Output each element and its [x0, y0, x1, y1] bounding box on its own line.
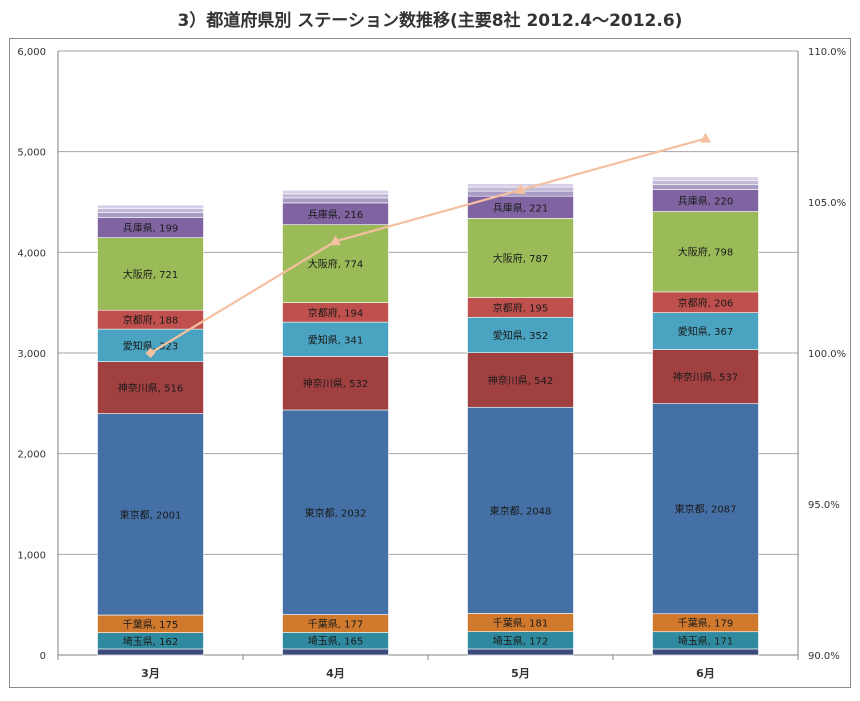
ratio-marker [145, 348, 156, 358]
bars: 埼玉県, 162 千葉県, 175 東京都, 2001 神奈川県, 516 愛知県, 3… [97, 176, 759, 656]
bar-segment [652, 349, 759, 404]
ratio-line-path [149, 137, 706, 354]
bar-segment [97, 208, 204, 213]
data-label: 千葉県, 181 [493, 617, 548, 630]
data-label: 神奈川県, 516 [118, 382, 183, 395]
data-label: 兵庫県, 216 [308, 208, 363, 221]
bar-segment [282, 197, 389, 204]
x-tick-label: 5月 [511, 667, 530, 680]
data-label: 神奈川県, 542 [488, 374, 553, 387]
y2-tick-label: 110.0% [808, 47, 846, 58]
y-tick-label: 2,000 [17, 450, 46, 461]
bar-segment [97, 413, 204, 616]
y2-tick-label: 90.0% [808, 651, 840, 662]
y-tick-label: 5,000 [17, 148, 46, 159]
bar-segment [652, 312, 759, 350]
data-label: 大阪府, 774 [308, 258, 363, 271]
data-label: 愛知県, 367 [678, 325, 733, 338]
data-label: 大阪府, 798 [678, 246, 733, 259]
bar-segment [467, 218, 574, 298]
bar-segment [282, 648, 389, 656]
chart-title: 3）都道府県別 ステーション数推移(主要8社 2012.4～2012.6) [177, 11, 683, 31]
bar-segment [97, 204, 204, 209]
data-label: 千葉県, 177 [308, 617, 363, 630]
bar-segment [282, 356, 389, 411]
y-tick-label: 6,000 [17, 47, 46, 58]
data-label: 神奈川県, 532 [303, 377, 368, 390]
data-label: 愛知県, 341 [308, 333, 363, 346]
chart-frame [9, 38, 851, 688]
data-label: 大阪府, 721 [123, 268, 178, 281]
data-label: 東京都, 2048 [490, 504, 552, 517]
bar-segment [97, 237, 204, 311]
bar-segment [467, 316, 574, 353]
data-label: 京都府, 195 [493, 301, 548, 314]
data-label: 兵庫県, 199 [123, 222, 178, 235]
x-tick-label: 4月 [326, 667, 345, 680]
y2-tick-label: 100.0% [808, 349, 846, 360]
bar-segment [97, 361, 204, 414]
axes: 0 1,000 2,000 3,000 4,000 5,000 6,000 90.0% 95.0… [17, 47, 846, 680]
bar-segment [282, 190, 389, 195]
data-label: 兵庫県, 220 [678, 194, 733, 207]
ratio-marker [515, 183, 526, 194]
x-tick-label: 6月 [696, 667, 715, 680]
ratio-line [145, 132, 711, 358]
data-label: 埼玉県, 162 [123, 635, 178, 648]
y-tick-label: 4,000 [17, 248, 46, 259]
data-label: 愛知県, 323 [123, 339, 178, 352]
data-label: 愛知県, 352 [493, 329, 548, 342]
bar-segment [467, 406, 574, 614]
data-label: 京都府, 194 [308, 306, 363, 319]
data-label: 埼玉県, 172 [493, 634, 548, 647]
x-tick-label: 3月 [141, 667, 160, 680]
data-label: 千葉県, 175 [123, 618, 178, 631]
bar-segment [652, 176, 759, 181]
bar-segment [467, 648, 574, 656]
ratio-marker [700, 132, 711, 143]
bar-segment [282, 193, 389, 199]
bar-segment [652, 403, 759, 615]
data-label: 兵庫県, 221 [493, 201, 548, 214]
data-label: 東京都, 2087 [675, 503, 737, 516]
bar-segment [652, 648, 759, 656]
y-tick-label: 1,000 [17, 550, 46, 561]
y-tick-label: 3,000 [17, 349, 46, 360]
data-label: 東京都, 2001 [120, 508, 182, 521]
y-tick-label: 0 [40, 651, 46, 662]
y2-tick-label: 95.0% [808, 500, 840, 511]
data-label: 東京都, 2032 [305, 506, 367, 519]
bar-segment [652, 211, 759, 293]
data-label: 神奈川県, 537 [673, 371, 738, 384]
bar-segment [652, 184, 759, 190]
data-label: 千葉県, 179 [678, 617, 733, 630]
data-label: 京都府, 206 [678, 296, 733, 309]
bar-segment [97, 212, 204, 218]
data-label: 埼玉県, 171 [678, 634, 733, 647]
data-label: 京都府, 188 [123, 314, 178, 327]
data-label: 大阪府, 787 [493, 252, 548, 265]
bar-segment [97, 648, 204, 656]
bar-segment [652, 180, 759, 185]
bar-segment [282, 321, 389, 357]
data-label: 埼玉県, 165 [308, 635, 363, 648]
ratio-marker [330, 235, 341, 246]
y2-tick-label: 105.0% [808, 198, 846, 209]
bar-segment [282, 409, 389, 615]
